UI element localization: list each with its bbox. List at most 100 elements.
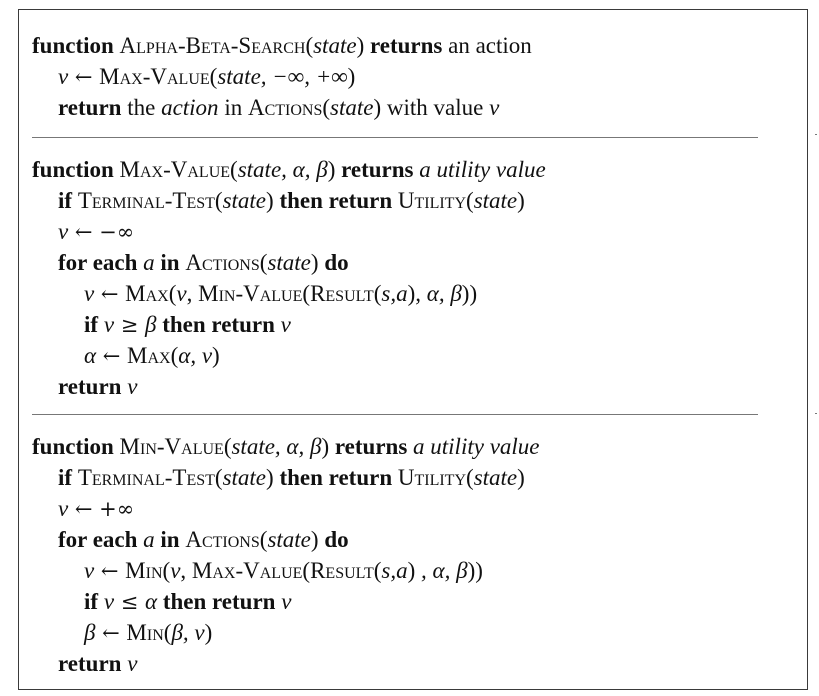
params: state, α, β xyxy=(231,434,322,459)
comparison-operator: ≥ xyxy=(114,313,145,337)
assign-arrow: ← xyxy=(94,282,126,306)
paren: ) xyxy=(266,188,274,213)
call-name: Min xyxy=(125,558,163,583)
call-name: Actions xyxy=(247,95,323,120)
keyword-if: if xyxy=(84,589,99,614)
param: state xyxy=(330,95,374,120)
variable: v xyxy=(280,312,291,337)
paren: ) xyxy=(310,527,319,552)
return-description: a utility value xyxy=(419,157,546,182)
assign-arrow: ← xyxy=(96,344,128,368)
call-name: Result xyxy=(310,558,374,583)
call-name: Result xyxy=(310,281,374,306)
param: state xyxy=(222,465,267,490)
beta-update-line: β ← Min(β, v) xyxy=(32,617,799,648)
max-value-block: function Max-Value(state, α, β) returns … xyxy=(32,154,799,402)
params: , α, β xyxy=(415,281,462,306)
alpha-beta-search-block: function Alpha-Beta-Search(state) return… xyxy=(32,30,799,123)
keyword-do: do xyxy=(324,527,349,552)
keyword-then-return: then return xyxy=(279,188,393,213)
variable: v xyxy=(489,95,500,120)
variable: a xyxy=(143,250,155,275)
param: state xyxy=(267,250,311,275)
param: state xyxy=(267,527,311,552)
text: with value xyxy=(381,95,490,120)
paren: ( xyxy=(214,188,223,213)
init-line: v ← +∞ xyxy=(32,493,799,524)
param: state xyxy=(222,188,267,213)
keyword-returns: returns xyxy=(334,434,408,459)
paren: ) xyxy=(347,64,356,89)
edge-mark xyxy=(815,413,817,414)
variable: v xyxy=(170,558,181,583)
paren: ( xyxy=(305,33,314,58)
keyword-return: return xyxy=(58,651,122,676)
pseudocode-frame xyxy=(18,9,808,690)
text: the xyxy=(121,95,162,120)
paren: ) xyxy=(321,434,330,459)
edge-mark xyxy=(815,134,817,135)
assign-line: v ← Max-Value(state, −∞, +∞) xyxy=(32,61,799,92)
variable: a xyxy=(143,527,155,552)
paren: ( xyxy=(302,281,311,306)
keyword-in: in xyxy=(160,250,180,275)
paren: )) xyxy=(467,558,483,583)
paren: ( xyxy=(373,281,382,306)
keyword-return: return xyxy=(58,374,122,399)
paren: ( xyxy=(223,434,232,459)
init-value: −∞ xyxy=(99,220,135,244)
params: β, v xyxy=(171,620,205,645)
paren: ) xyxy=(373,95,382,120)
section-divider xyxy=(32,414,758,415)
call-name: Terminal-Test xyxy=(77,188,215,213)
call-args: state, −∞, +∞ xyxy=(217,64,348,89)
variable: v xyxy=(281,589,292,614)
paren: ( xyxy=(466,465,474,490)
keyword-then-return: then return xyxy=(162,312,275,337)
paren: ) xyxy=(517,465,525,490)
assign-arrow: ← xyxy=(68,220,100,244)
paren: ( xyxy=(209,64,218,89)
paren: ( xyxy=(163,620,172,645)
update-line: v ← Max(v, Min-Value(Result(s,a), α, β)) xyxy=(32,278,799,309)
paren: ( xyxy=(373,558,382,583)
variable: v xyxy=(84,281,95,306)
prune-line: if v ≥ β then return v xyxy=(32,309,799,340)
terminal-test-line: if Terminal-Test(state) then return Util… xyxy=(32,462,799,493)
call-name: Min-Value xyxy=(198,281,303,306)
assign-arrow: ← xyxy=(68,497,100,521)
paren: ( xyxy=(322,95,331,120)
paren: ) xyxy=(407,558,422,583)
keyword-for-each: for each xyxy=(58,250,138,275)
call-name: Min xyxy=(126,620,164,645)
paren: ( xyxy=(230,157,238,182)
param: state xyxy=(313,33,357,58)
params: s,a xyxy=(381,558,408,583)
function-name: Alpha-Beta-Search xyxy=(119,33,306,58)
keyword-function: function xyxy=(32,157,114,182)
param: action xyxy=(161,95,219,120)
variable: β xyxy=(144,312,157,337)
keyword-if: if xyxy=(58,465,73,490)
call-name: Actions xyxy=(185,250,260,275)
return-line: return v xyxy=(32,648,799,679)
keyword-function: function xyxy=(32,33,114,58)
variable: v xyxy=(84,558,95,583)
variable: v xyxy=(58,219,69,244)
prune-line: if v ≤ α then return v xyxy=(32,586,799,617)
keyword-do: do xyxy=(324,250,349,275)
keyword-function: function xyxy=(32,434,114,459)
paren: ) xyxy=(212,343,220,368)
paren: ( xyxy=(466,188,474,213)
terminal-test-line: if Terminal-Test(state) then return Util… xyxy=(32,185,799,216)
paren: ( xyxy=(214,465,223,490)
variable: v xyxy=(58,64,69,89)
assign-arrow: ← xyxy=(95,621,127,645)
variable: v xyxy=(103,312,115,337)
comma: , xyxy=(186,281,199,306)
assign-arrow: ← xyxy=(94,559,126,583)
variable: v xyxy=(127,374,138,399)
function-name: Min-Value xyxy=(119,434,224,459)
assign-arrow: ← xyxy=(68,65,100,89)
paren: ) xyxy=(517,188,525,213)
